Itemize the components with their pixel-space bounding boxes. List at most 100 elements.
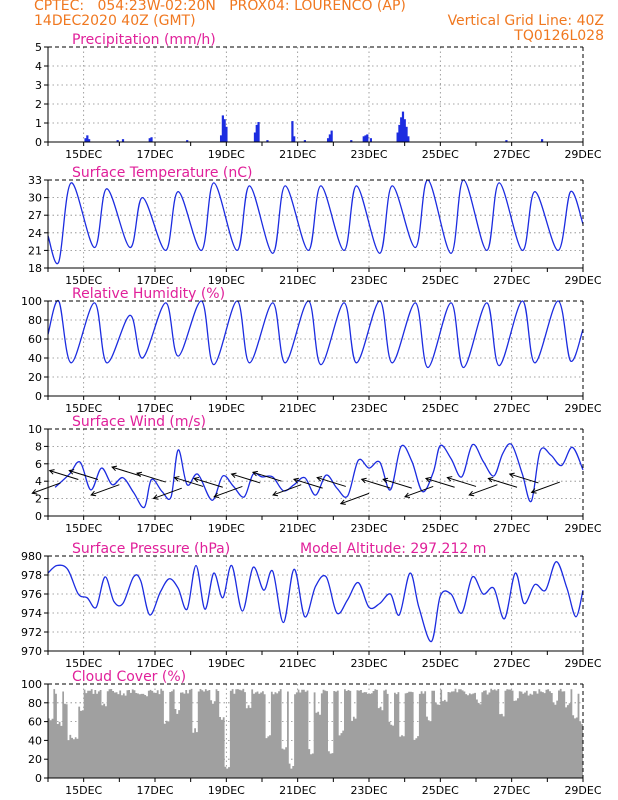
panel-title: Cloud Cover (%) <box>72 669 186 685</box>
y-tick-label: 60 <box>28 716 42 729</box>
wind-arrow <box>193 477 223 488</box>
cloud-cover-area <box>48 688 583 778</box>
x-tick-label: 27DEC <box>493 657 530 670</box>
y-tick-label: 40 <box>28 734 42 747</box>
wind-arrow-head <box>272 490 279 497</box>
wind-arrow <box>90 484 120 496</box>
precip-bar <box>121 139 125 142</box>
x-tick-label: 19DEC <box>208 148 245 161</box>
x-tick-label: 19DEC <box>208 274 245 287</box>
y-tick-label: 0 <box>35 136 42 149</box>
panel-title: Relative Humidity (%) <box>72 286 225 302</box>
wind-arrow <box>488 477 518 488</box>
y-tick-label: 4 <box>35 475 42 488</box>
x-tick-label: 29DEC <box>564 522 601 535</box>
wind-arrow <box>425 477 455 488</box>
precip-bar <box>328 134 331 142</box>
wind-arrow <box>252 471 282 482</box>
x-tick-label: 23DEC <box>350 784 387 797</box>
y-tick-label: 0 <box>35 390 42 403</box>
x-tick-label: 25DEC <box>422 274 459 287</box>
precip-bar <box>255 124 258 142</box>
wind-arrow <box>340 492 370 505</box>
y-tick-label: 972 <box>21 626 42 639</box>
wind-arrow-head <box>292 477 299 484</box>
x-tick-label: 23DEC <box>350 402 387 415</box>
header-grid-line: Vertical Grid Line: 40Z <box>447 13 604 29</box>
pressure-line <box>47 561 584 643</box>
precip-bar <box>84 138 87 142</box>
x-tick-label: 25DEC <box>422 784 459 797</box>
wind-arrow <box>49 470 79 480</box>
precip-bar <box>293 136 296 142</box>
x-tick-label: 21DEC <box>279 274 316 287</box>
y-tick-label: 3 <box>35 79 42 92</box>
wind-arrow <box>509 473 539 484</box>
precip-bar <box>401 111 405 142</box>
wind-arrow-head <box>68 469 75 475</box>
precip-bar <box>88 139 91 142</box>
y-tick-label: 20 <box>28 371 42 384</box>
x-tick-label: 29DEC <box>564 274 601 287</box>
x-tick-label: 27DEC <box>493 274 530 287</box>
wind-arrow-head <box>404 492 411 498</box>
y-tick-label: 974 <box>21 607 42 620</box>
x-tick-label: 21DEC <box>279 148 316 161</box>
wind-arrow <box>153 487 182 499</box>
x-tick-label: 25DEC <box>422 657 459 670</box>
precip-bar <box>405 126 408 142</box>
precip-bar <box>400 117 403 142</box>
y-tick-label: 33 <box>28 174 42 187</box>
wind-arrow-head <box>339 499 346 505</box>
panel-title: Surface Pressure (hPa) <box>72 541 230 557</box>
wind-arrow <box>382 478 412 489</box>
temperature-line <box>47 179 584 265</box>
x-tick-label: 29DEC <box>564 402 601 415</box>
wind-arrow-head <box>487 476 494 483</box>
wind-arrow-head <box>530 488 537 494</box>
x-tick-label: 15DEC <box>65 784 102 797</box>
precip-bar <box>350 140 353 142</box>
wind-arrow <box>272 484 302 496</box>
wind-arrow-head <box>508 472 515 479</box>
header-date: 14DEC2020 40Z (GMT) <box>34 13 196 29</box>
precip-bar <box>266 140 269 142</box>
y-tick-label: 4 <box>35 60 42 73</box>
x-tick-label: 25DEC <box>422 148 459 161</box>
x-tick-label: 27DEC <box>493 402 530 415</box>
wind-arrow <box>69 470 99 480</box>
y-tick-label: 6 <box>35 458 42 471</box>
y-tick-label: 1 <box>35 117 42 130</box>
wind-arrow-head <box>173 476 180 482</box>
wind-arrow-head <box>136 471 143 478</box>
y-tick-label: 24 <box>28 227 42 240</box>
x-tick-label: 27DEC <box>493 148 530 161</box>
x-tick-label: 23DEC <box>350 148 387 161</box>
y-tick-label: 60 <box>28 333 42 346</box>
wind-arrow-head <box>213 492 220 498</box>
wind-arrow-head <box>360 477 367 484</box>
wind-arrow <box>361 478 391 489</box>
y-tick-label: 10 <box>28 423 42 436</box>
header-station: CPTEC: 054:23W-02:20N PROX04: LOURENCO (… <box>34 0 406 14</box>
wind-arrow-head <box>251 470 258 477</box>
x-tick-label: 21DEC <box>279 522 316 535</box>
precip-bar <box>369 138 372 142</box>
wind-arrow-head <box>152 494 159 500</box>
x-tick-label: 23DEC <box>350 274 387 287</box>
wind-arrow-head <box>446 476 453 482</box>
x-tick-label: 15DEC <box>65 657 102 670</box>
panel-0: 0 1 2 3 4 5 15DEC 17DEC 19DEC 21DEC 23DEC 25DEC 27DE… <box>35 32 602 161</box>
y-tick-label: 980 <box>21 550 42 563</box>
y-tick-label: 0 <box>35 772 42 785</box>
x-tick-label: 21DEC <box>279 657 316 670</box>
precip-bar <box>253 132 257 142</box>
wind-arrow <box>531 481 560 493</box>
x-tick-label: 23DEC <box>350 522 387 535</box>
precip-bar <box>223 119 226 142</box>
x-tick-label: 29DEC <box>564 657 601 670</box>
precip-bar <box>364 135 367 142</box>
x-tick-label: 19DEC <box>208 522 245 535</box>
y-tick-label: 30 <box>28 192 42 205</box>
